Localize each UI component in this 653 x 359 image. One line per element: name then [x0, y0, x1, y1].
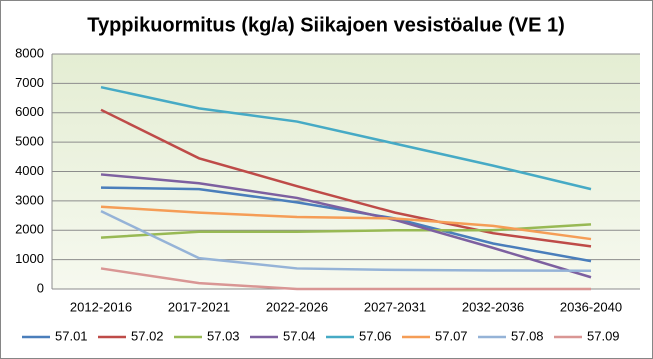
y-tick-label: 4000: [15, 163, 44, 178]
y-tick-label: 5000: [15, 134, 44, 149]
series-line: [100, 267, 591, 291]
x-tick-label: 2032-2036: [462, 299, 524, 314]
y-tick-label: 1000: [15, 251, 44, 266]
y-tick-label: 8000: [15, 45, 44, 60]
series-line: [100, 108, 592, 248]
x-tick-label: 2012-2016: [70, 299, 132, 314]
legend-label: 57.06: [359, 328, 392, 343]
series-line: [100, 205, 592, 241]
series-line: [100, 186, 592, 263]
legend-label: 57.09: [587, 328, 620, 343]
y-tick-label: 0: [37, 280, 44, 295]
series-line: [100, 210, 592, 273]
legend-label: 57.02: [131, 328, 164, 343]
x-tick-label: 2036-2040: [560, 299, 622, 314]
legend-label: 57.07: [435, 328, 468, 343]
chart-title: Typpikuormitus (kg/a) Siikajoen vesistöa…: [87, 14, 565, 36]
x-tick-label: 2017-2021: [168, 299, 230, 314]
y-tick-label: 2000: [15, 222, 44, 237]
legend-label: 57.03: [207, 328, 240, 343]
x-tick-label: 2022-2026: [266, 299, 328, 314]
y-tick-label: 3000: [15, 192, 44, 207]
legend-label: 57.01: [55, 328, 88, 343]
y-tick-label: 6000: [15, 104, 44, 119]
x-tick-label: 2027-2031: [364, 299, 426, 314]
y-tick-label: 7000: [15, 75, 44, 90]
series-line: [100, 173, 592, 279]
series-line: [100, 85, 592, 191]
legend-label: 57.04: [283, 328, 316, 343]
legend-label: 57.08: [511, 328, 544, 343]
